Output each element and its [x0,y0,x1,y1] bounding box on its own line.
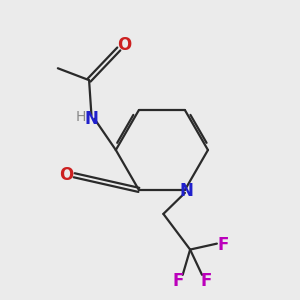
Text: F: F [201,272,212,290]
Text: F: F [172,272,184,290]
Text: F: F [217,236,229,254]
Text: N: N [179,182,193,200]
Text: N: N [85,110,98,128]
Text: O: O [117,36,131,54]
Text: O: O [59,166,73,184]
Text: H: H [76,110,86,124]
